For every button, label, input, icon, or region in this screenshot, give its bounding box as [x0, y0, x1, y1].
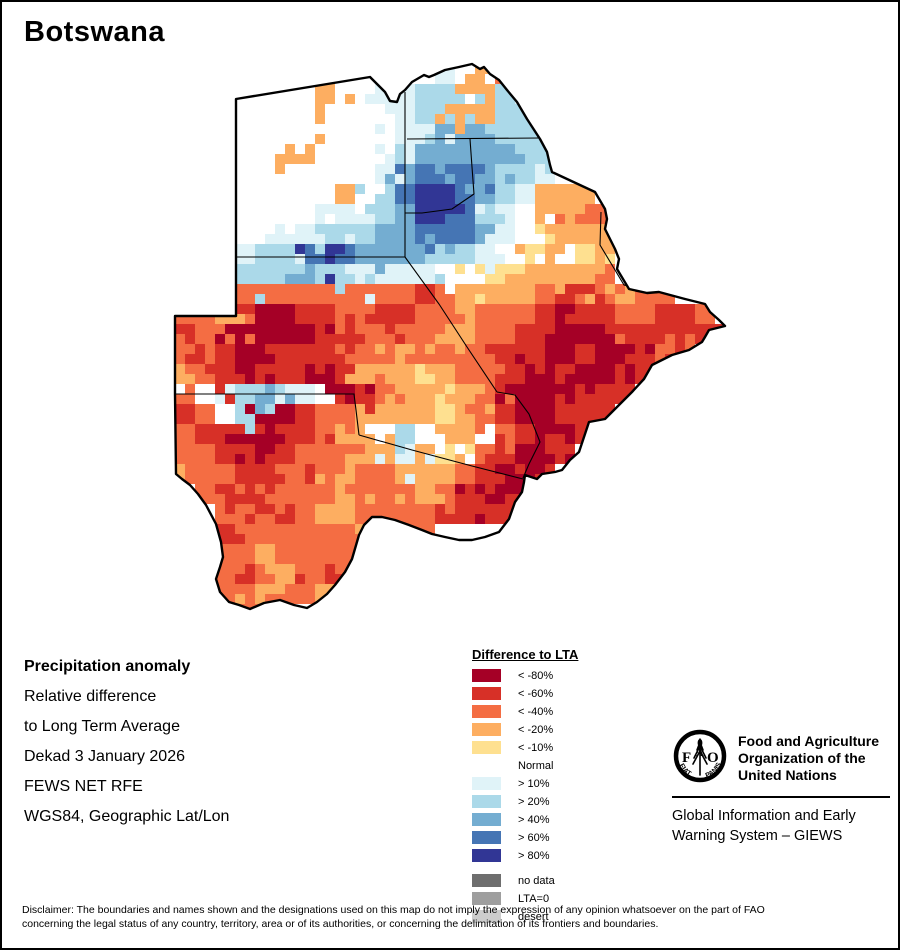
legend-label: desert — [518, 910, 549, 923]
legend-swatch — [472, 723, 501, 736]
legend-swatch — [472, 705, 501, 718]
legend-label: < -60% — [518, 687, 554, 700]
fao-logo-icon: F O A FIAT PANIS — [673, 729, 727, 783]
legend-swatch — [472, 741, 501, 754]
legend-row: < -80% — [472, 669, 578, 682]
legend-row: > 10% — [472, 777, 578, 790]
country-border — [173, 62, 727, 611]
fao-divider — [672, 796, 890, 798]
legend-swatch — [472, 687, 501, 700]
page-title: Botswana — [24, 16, 165, 48]
legend-swatch — [472, 874, 501, 887]
legend-row: no data — [472, 874, 578, 887]
legend-label: no data — [518, 874, 555, 887]
legend-swatch — [472, 795, 501, 808]
legend-label: < -20% — [518, 723, 554, 736]
legend-label: > 20% — [518, 795, 550, 808]
district-boundary-line — [469, 138, 475, 195]
legend-swatch — [472, 910, 501, 923]
info-line-anomaly: Precipitation anomaly — [24, 658, 191, 675]
legend-row: > 80% — [472, 849, 578, 862]
legend-row: > 60% — [472, 831, 578, 844]
district-boundary-line — [175, 393, 360, 436]
info-line-projection: WGS84, Geographic Lat/Lon — [24, 808, 230, 825]
legend-row: LTA=0 — [472, 892, 578, 905]
legend-row: > 20% — [472, 795, 578, 808]
legend-label: > 80% — [518, 849, 550, 862]
legend-label: < -40% — [518, 705, 554, 718]
legend-row: < -40% — [472, 705, 578, 718]
legend-swatch — [472, 813, 501, 826]
giews-label: Global Information and Early Warning Sys… — [672, 808, 856, 844]
district-boundary-line — [358, 434, 524, 480]
info-line-dekad: Dekad 3 January 2026 — [24, 748, 185, 765]
disclaimer-text: Disclaimer: The boundaries and names sho… — [22, 904, 765, 930]
legend-label: > 10% — [518, 777, 550, 790]
district-boundary-line — [496, 391, 541, 479]
info-line-relative: Relative difference — [24, 688, 157, 705]
legend-swatch — [472, 892, 501, 905]
legend-row: > 40% — [472, 813, 578, 826]
legend-row: Normal — [472, 759, 578, 772]
district-boundary-line — [405, 193, 475, 214]
legend-swatch — [472, 849, 501, 862]
legend-row: < -10% — [472, 741, 578, 754]
legend-label: > 40% — [518, 813, 550, 826]
district-boundaries — [175, 92, 658, 480]
legend-swatch — [472, 777, 501, 790]
map-info-block: Precipitation anomaly Relative differenc… — [24, 652, 229, 832]
legend-swatch — [472, 669, 501, 682]
fao-org-name: Food and Agriculture Organization of the… — [738, 733, 880, 783]
botswana-precipitation-map — [173, 62, 727, 611]
legend-label: LTA=0 — [518, 892, 550, 905]
legend-row: desert — [472, 910, 578, 923]
legend-title: Difference to LTA — [472, 647, 579, 662]
svg-text:O: O — [707, 750, 719, 766]
legend-label: > 60% — [518, 831, 550, 844]
legend-label-normal: Normal — [518, 759, 554, 772]
legend-row: < -60% — [472, 687, 578, 700]
legend-row: < -20% — [472, 723, 578, 736]
legend: Difference to LTA < -80% < -60% < -40% < -2… — [472, 647, 578, 928]
district-boundary-line — [406, 137, 541, 140]
info-line-lta: to Long Term Average — [24, 718, 180, 735]
legend-label: < -10% — [518, 741, 554, 754]
district-boundary-line — [404, 256, 498, 393]
legend-swatch — [472, 831, 501, 844]
legend-label: < -80% — [518, 669, 554, 682]
info-line-source: FEWS NET RFE — [24, 778, 143, 795]
fao-block: F O A FIAT PANIS — [672, 728, 890, 846]
svg-text:F: F — [682, 750, 691, 766]
